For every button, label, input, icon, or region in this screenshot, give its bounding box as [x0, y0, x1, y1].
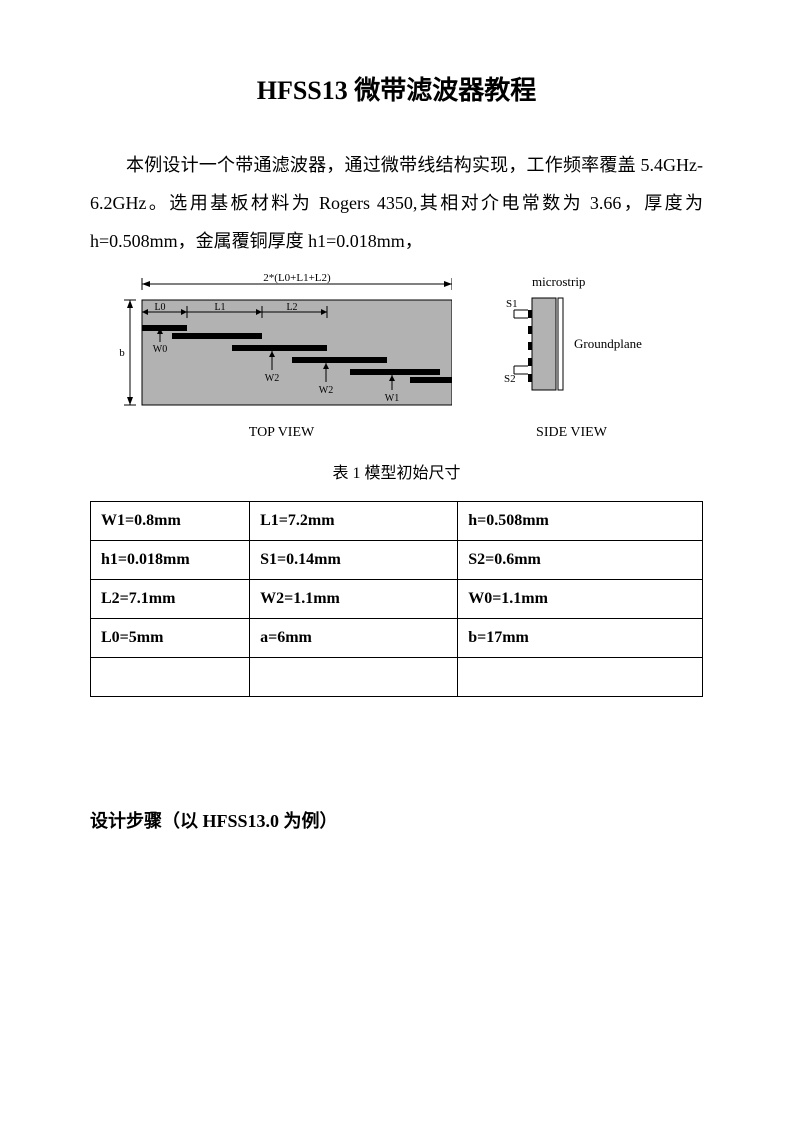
side-view-caption: SIDE VIEW	[482, 425, 662, 441]
table-cell: L0=5mm	[91, 619, 250, 658]
table-cell	[91, 658, 250, 697]
figure-row: 2*(L0+L1+L2) b	[90, 270, 703, 441]
w2-label-2: W2	[318, 385, 332, 396]
table-cell: L1=7.2mm	[250, 502, 458, 541]
table-cell: S1=0.14mm	[250, 541, 458, 580]
microstrip-label: microstrip	[532, 274, 585, 289]
table-row: L0=5mm a=6mm b=17mm	[91, 619, 703, 658]
table-cell: L2=7.1mm	[91, 580, 250, 619]
table-row: h1=0.018mm S1=0.14mm S2=0.6mm	[91, 541, 703, 580]
table-row: L2=7.1mm W2=1.1mm W0=1.1mm	[91, 580, 703, 619]
l2-label: L2	[286, 302, 297, 313]
table-row	[91, 658, 703, 697]
side-view-figure: microstrip S1 S2	[482, 270, 682, 441]
table-cell	[458, 658, 703, 697]
table-cell: h=0.508mm	[458, 502, 703, 541]
s2-label: S2	[504, 373, 516, 385]
s1-label: S1	[506, 298, 518, 310]
side-view-svg: microstrip S1 S2	[482, 270, 682, 420]
overall-dim-label: 2*(L0+L1+L2)	[263, 272, 331, 284]
l0-label: L0	[154, 302, 165, 313]
w0-label: W0	[152, 344, 166, 355]
w2-label-1: W2	[264, 373, 278, 384]
table-cell: h1=0.018mm	[91, 541, 250, 580]
table-cell: a=6mm	[250, 619, 458, 658]
table-row: W1=0.8mm L1=7.2mm h=0.508mm	[91, 502, 703, 541]
top-view-figure: 2*(L0+L1+L2) b	[112, 270, 452, 441]
w1-label: W1	[384, 393, 398, 404]
table-cell	[250, 658, 458, 697]
table-cell: W0=1.1mm	[458, 580, 703, 619]
table-caption: 表 1 模型初始尺寸	[90, 459, 703, 483]
table-cell: W2=1.1mm	[250, 580, 458, 619]
page-title: HFSS13 微带滤波器教程	[90, 70, 703, 107]
table-cell: W1=0.8mm	[91, 502, 250, 541]
dimensions-table: W1=0.8mm L1=7.2mm h=0.508mm h1=0.018mm S…	[90, 501, 703, 697]
top-view-caption: TOP VIEW	[112, 425, 452, 441]
table-cell: b=17mm	[458, 619, 703, 658]
table-cell: S2=0.6mm	[458, 541, 703, 580]
b-label: b	[119, 347, 125, 359]
l1-label: L1	[214, 302, 225, 313]
top-view-svg: 2*(L0+L1+L2) b	[112, 270, 452, 420]
steps-heading: 设计步骤（以 HFSS13.0 为例）	[90, 807, 703, 833]
intro-paragraph: 本例设计一个带通滤波器，通过微带线结构实现，工作频率覆盖 5.4GHz-6.2G…	[90, 147, 703, 260]
groundplane-label: Groundplane	[574, 336, 642, 351]
